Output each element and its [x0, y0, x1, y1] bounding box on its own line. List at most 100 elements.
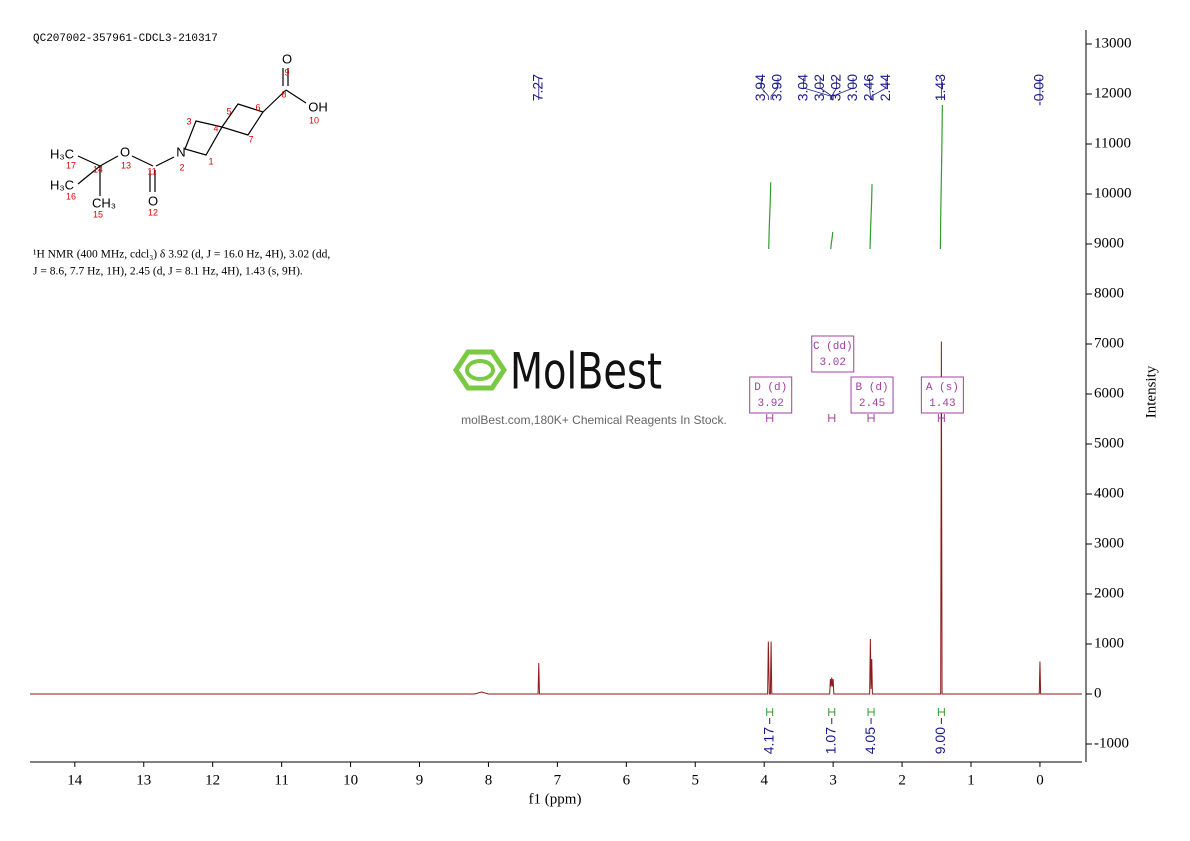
x-tick-label: 1 [967, 772, 975, 788]
atom-label: 16 [66, 191, 76, 201]
integral-curve [869, 184, 873, 250]
bond [77, 155, 101, 167]
peak-label: 3.02 [827, 74, 843, 101]
bond [155, 156, 175, 167]
y-tick-label: 2000 [1094, 585, 1124, 601]
integral-marker [937, 708, 945, 716]
x-tick-label: 0 [1036, 772, 1044, 788]
logo-ring [465, 359, 495, 381]
peak-connector [871, 78, 887, 100]
integral-curve [830, 231, 834, 250]
multiplet-box [920, 376, 964, 414]
atom-label: 14 [93, 164, 103, 174]
x-tick-label: 4 [760, 772, 768, 788]
atom-label: N [176, 144, 185, 159]
atom-label: 7 [248, 134, 253, 144]
watermark-brand: MolBest [510, 343, 662, 401]
multiplet-shift: 1.43 [929, 398, 955, 410]
bond [99, 155, 119, 167]
x-tick-label: 12 [205, 772, 220, 788]
multiplet-label: A (s) [926, 382, 959, 394]
integral-label: 9.00 [932, 727, 948, 754]
atom-label: 12 [148, 207, 158, 217]
multiplet-marker [867, 414, 875, 422]
atom-label: O [148, 193, 158, 208]
atom-label: 13 [121, 160, 131, 170]
atom-label: 9 [284, 67, 289, 77]
chart-title: QC207002-357961-CDCL3-210317 [33, 33, 218, 45]
integral-curve [768, 182, 772, 250]
atom-label: 11 [147, 166, 156, 176]
integral-label: 1.07 [822, 727, 838, 754]
peak-label: -0.00 [1031, 74, 1047, 106]
x-tick-label: 9 [416, 772, 424, 788]
multiplet-label: D (d) [754, 382, 787, 394]
atom-label: 2 [179, 162, 184, 172]
multiplet-label: C (dd) [813, 341, 853, 353]
atom-label: O [120, 144, 130, 159]
bond [285, 89, 307, 104]
logo [452, 349, 508, 391]
peak-label: 7.27 [529, 74, 545, 101]
y-tick-label: 5000 [1094, 435, 1124, 451]
peak-connector [869, 78, 871, 100]
peak-connector [803, 78, 831, 100]
peak-label: 3.00 [844, 74, 860, 101]
watermark-tagline: molBest.com,180K+ Chemical Reagents In S… [461, 413, 727, 427]
x-tick-label: 13 [136, 772, 151, 788]
description: ¹H NMR (400 MHz, cdcl₃) δ 3.92 (d, J = 1… [33, 249, 330, 261]
x-tick-label: 6 [623, 772, 631, 788]
integral-label: 4.17 [760, 727, 776, 754]
peak-label: 3.94 [752, 74, 768, 101]
x-tick-label: 8 [485, 772, 493, 788]
atom-label: 10 [309, 115, 319, 125]
multiplet-marker [937, 414, 945, 422]
y-tick-label: 11000 [1094, 135, 1131, 151]
y-tick-label: 8000 [1094, 285, 1124, 301]
multiplet-label: B (d) [856, 382, 889, 394]
peak-connector [832, 78, 854, 100]
multiplet-box [811, 335, 855, 373]
y-tick-label: 4000 [1094, 485, 1124, 501]
x-tick-label: 7 [554, 772, 562, 788]
ring [221, 103, 264, 136]
y-tick-label: 12000 [1094, 85, 1132, 101]
description: J = 8.6, 7.7 Hz, 1H), 2.45 (d, J = 8.1 H… [33, 266, 303, 278]
atom-label: 3 [186, 116, 191, 126]
bond [131, 155, 154, 167]
peak-label: 3.90 [769, 74, 785, 101]
atom-label: 1 [208, 156, 213, 166]
y-tick-label: 9000 [1094, 235, 1124, 251]
multiplet-box [850, 376, 894, 414]
y-tick-label: 7000 [1094, 335, 1124, 351]
peak-connector [831, 78, 838, 100]
atom-label: O [282, 51, 292, 66]
x-tick-label: 10 [343, 772, 358, 788]
peak-label: 2.44 [877, 74, 893, 101]
atom-label: 4 [213, 123, 218, 133]
y-tick-label: 6000 [1094, 385, 1124, 401]
integral-curve [939, 104, 943, 250]
peak-connector [770, 78, 779, 100]
peak-label: 3.02 [811, 74, 827, 101]
atom-label: 8 [281, 89, 286, 99]
multiplet-box [749, 376, 793, 414]
y-tick-label: 1000 [1094, 635, 1124, 651]
peak-connector [761, 78, 769, 100]
molecule [77, 68, 307, 196]
y-tick-label: 10000 [1094, 185, 1132, 201]
y-axis-title: Intensity [1143, 365, 1159, 418]
y-tick-label: -1000 [1094, 735, 1129, 751]
atom-label: CH₃ [92, 195, 116, 210]
multiplet-marker [766, 414, 774, 422]
atom-label: OH [308, 99, 328, 114]
integral-label: 4.05 [862, 727, 878, 754]
bond [262, 89, 287, 113]
y-tick-label: 0 [1094, 685, 1102, 701]
y-tick-label: 13000 [1094, 35, 1132, 51]
y-tick-label: 3000 [1094, 535, 1124, 551]
atom-label: 17 [66, 160, 76, 170]
multiplet-marker [828, 414, 836, 422]
logo-hexagon [452, 349, 508, 391]
